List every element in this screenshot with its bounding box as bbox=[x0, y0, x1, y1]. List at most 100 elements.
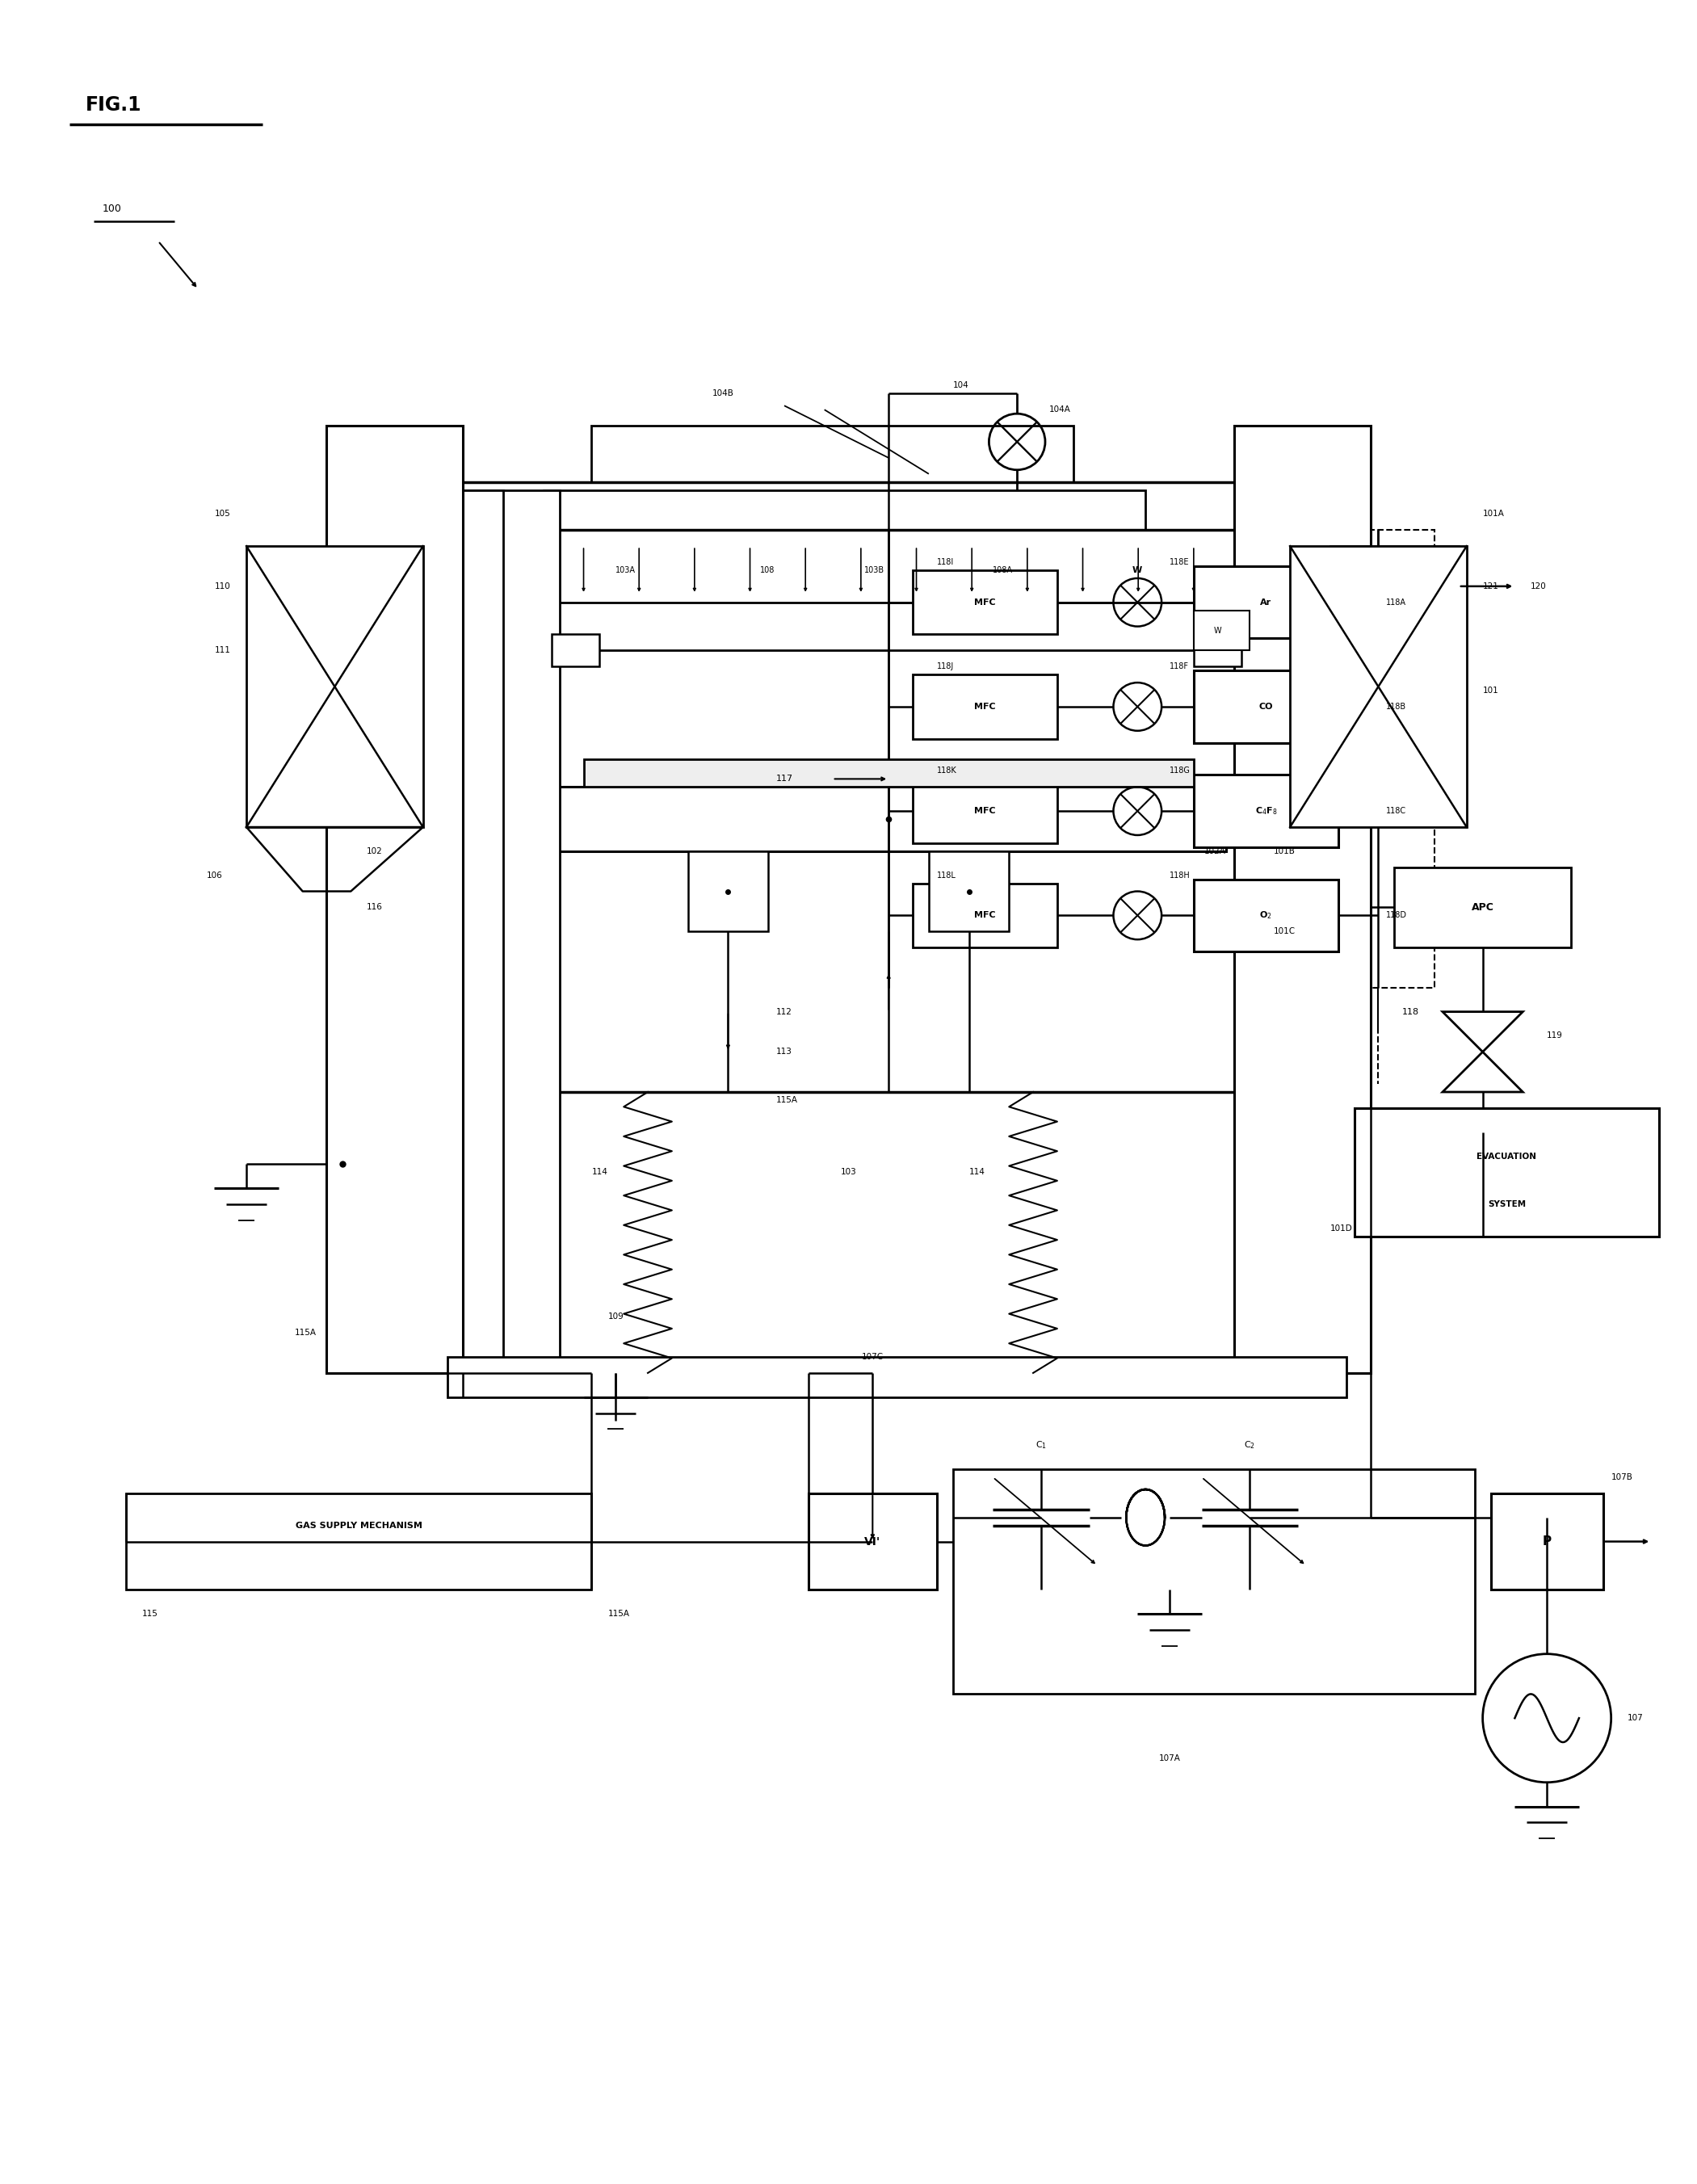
Text: 118B: 118B bbox=[1386, 703, 1407, 710]
Text: 103B: 103B bbox=[864, 566, 884, 574]
Text: 102: 102 bbox=[367, 847, 384, 856]
Text: 101D: 101D bbox=[1330, 1225, 1353, 1232]
Text: 117: 117 bbox=[776, 775, 792, 784]
Bar bbox=[928, 852, 1010, 930]
Bar bbox=[1193, 775, 1339, 847]
Bar bbox=[1193, 670, 1339, 743]
Text: 109: 109 bbox=[608, 1313, 624, 1321]
Text: P: P bbox=[1543, 1535, 1551, 1548]
Text: 118: 118 bbox=[1402, 1007, 1419, 1016]
Text: C$_1$: C$_1$ bbox=[1035, 1439, 1047, 1450]
Bar bbox=[1193, 880, 1339, 952]
Text: 107C: 107C bbox=[862, 1352, 884, 1361]
Text: C$_2$: C$_2$ bbox=[1244, 1439, 1256, 1450]
Text: 110: 110 bbox=[214, 583, 231, 590]
Bar bbox=[687, 852, 769, 930]
Text: 108A: 108A bbox=[993, 566, 1013, 574]
Text: 116: 116 bbox=[367, 904, 384, 911]
Bar bbox=[246, 546, 423, 828]
Text: 118F: 118F bbox=[1169, 662, 1190, 670]
Bar bbox=[913, 780, 1057, 843]
Text: 118H: 118H bbox=[1169, 871, 1190, 880]
Text: 119: 119 bbox=[1548, 1031, 1563, 1040]
Bar bbox=[126, 1494, 592, 1590]
Bar bbox=[446, 489, 560, 1374]
Text: 101A: 101A bbox=[1483, 511, 1504, 518]
Bar bbox=[543, 531, 1251, 1092]
Text: Ar: Ar bbox=[1261, 598, 1271, 607]
Text: GAS SUPPLY MECHANISM: GAS SUPPLY MECHANISM bbox=[295, 1522, 423, 1529]
Bar bbox=[552, 786, 1225, 852]
Text: VI': VI' bbox=[864, 1535, 881, 1546]
Text: 107B: 107B bbox=[1610, 1474, 1633, 1481]
Text: 107A: 107A bbox=[1159, 1754, 1181, 1762]
Bar bbox=[552, 603, 1225, 651]
Bar bbox=[1490, 1494, 1604, 1590]
Text: 118G: 118G bbox=[1169, 767, 1191, 775]
Bar bbox=[446, 489, 504, 1374]
Text: W: W bbox=[1132, 566, 1142, 574]
Bar bbox=[913, 675, 1057, 738]
Text: 118C: 118C bbox=[1386, 808, 1407, 815]
Text: W: W bbox=[1213, 627, 1222, 636]
Text: CO: CO bbox=[1259, 703, 1273, 710]
Text: MFC: MFC bbox=[974, 703, 996, 710]
Bar bbox=[952, 1470, 1475, 1695]
Bar bbox=[1193, 609, 1251, 651]
Bar bbox=[446, 483, 1330, 627]
Text: 103A: 103A bbox=[616, 566, 636, 574]
Text: SYSTEM: SYSTEM bbox=[1488, 1201, 1526, 1208]
Text: FIG.1: FIG.1 bbox=[87, 94, 143, 114]
Text: 115A: 115A bbox=[295, 1328, 316, 1337]
Bar bbox=[1354, 1107, 1660, 1236]
Text: 103: 103 bbox=[840, 1168, 857, 1177]
Bar bbox=[584, 758, 1193, 786]
Text: 106: 106 bbox=[207, 871, 222, 880]
Text: 101C: 101C bbox=[1274, 928, 1297, 935]
Text: 118I: 118I bbox=[937, 559, 954, 566]
Text: 104: 104 bbox=[952, 382, 969, 389]
Bar bbox=[808, 1494, 937, 1590]
Bar bbox=[328, 426, 463, 1374]
Bar bbox=[864, 531, 1434, 987]
Bar bbox=[913, 570, 1057, 633]
Text: 118K: 118K bbox=[937, 767, 957, 775]
Bar bbox=[592, 426, 1073, 489]
Text: O$_2$: O$_2$ bbox=[1259, 911, 1273, 922]
Bar bbox=[1193, 633, 1242, 666]
Text: 120: 120 bbox=[1531, 583, 1546, 590]
Text: 118J: 118J bbox=[937, 662, 954, 670]
Text: 101B: 101B bbox=[1274, 847, 1297, 856]
Text: 107: 107 bbox=[1627, 1714, 1643, 1723]
Text: 108: 108 bbox=[760, 566, 776, 574]
Text: 100: 100 bbox=[102, 203, 120, 214]
Bar bbox=[1290, 546, 1466, 828]
Text: 114: 114 bbox=[592, 1168, 608, 1177]
Bar bbox=[1234, 426, 1369, 1374]
Text: 102A: 102A bbox=[1205, 847, 1225, 856]
Text: 113: 113 bbox=[776, 1048, 792, 1055]
Text: 118D: 118D bbox=[1386, 911, 1407, 919]
Bar bbox=[1193, 566, 1339, 638]
Bar bbox=[446, 1356, 1346, 1398]
Text: 115A: 115A bbox=[776, 1096, 798, 1105]
Text: 118A: 118A bbox=[1386, 598, 1407, 607]
Text: 104A: 104A bbox=[1049, 406, 1071, 413]
Text: 114: 114 bbox=[969, 1168, 984, 1177]
Text: APC: APC bbox=[1471, 902, 1493, 913]
Text: 115A: 115A bbox=[608, 1610, 630, 1618]
Bar bbox=[1234, 489, 1346, 1374]
Bar bbox=[1395, 867, 1571, 948]
Text: 104B: 104B bbox=[713, 389, 733, 397]
Text: 118L: 118L bbox=[937, 871, 955, 880]
Text: MFC: MFC bbox=[974, 598, 996, 607]
Bar bbox=[913, 882, 1057, 948]
Bar bbox=[552, 633, 599, 666]
Bar bbox=[1330, 546, 1459, 627]
Text: 112: 112 bbox=[776, 1007, 792, 1016]
Text: 121: 121 bbox=[1483, 583, 1498, 590]
Text: 115: 115 bbox=[143, 1610, 158, 1618]
Text: 118E: 118E bbox=[1169, 559, 1190, 566]
Text: 101: 101 bbox=[1483, 686, 1498, 695]
Text: MFC: MFC bbox=[974, 808, 996, 815]
